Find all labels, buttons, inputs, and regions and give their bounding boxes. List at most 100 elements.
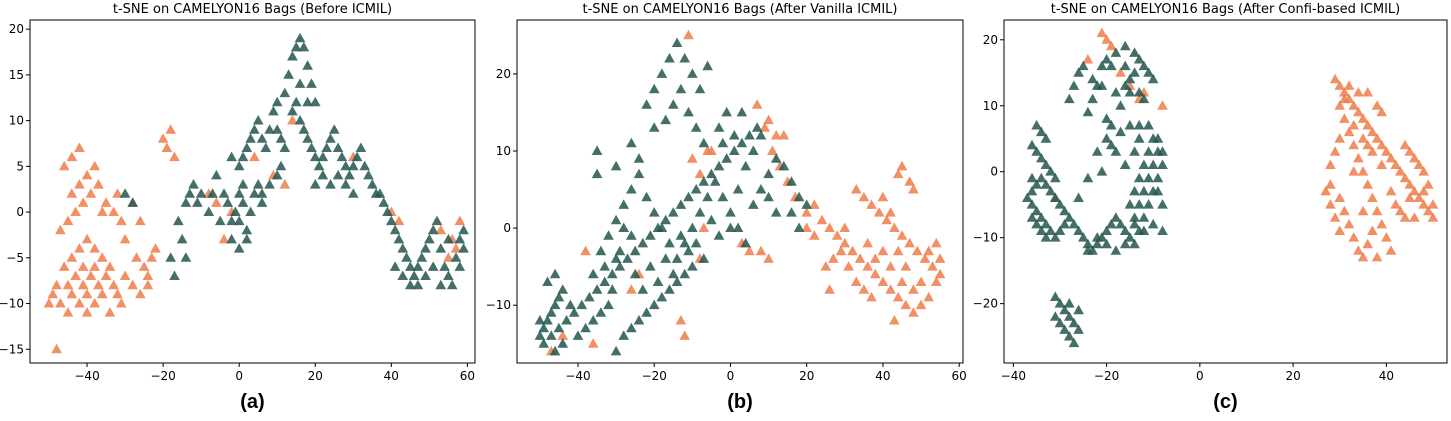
data-point (679, 237, 690, 248)
data-point (1362, 87, 1373, 97)
data-point (1087, 73, 1098, 84)
data-point (100, 270, 112, 280)
data-point (180, 252, 192, 262)
data-point (108, 206, 119, 216)
data-point (264, 124, 275, 134)
data-point (1119, 80, 1131, 90)
data-point (931, 237, 942, 248)
data-point (81, 169, 93, 180)
data-point (290, 41, 302, 52)
data-point (1404, 192, 1415, 202)
data-point (89, 261, 100, 271)
data-point (450, 252, 462, 262)
data-point (1399, 172, 1411, 183)
data-point (1115, 218, 1126, 229)
data-point (405, 261, 416, 271)
data-point (702, 60, 713, 71)
data-point (1105, 60, 1117, 71)
data-point (1152, 172, 1164, 183)
data-point (690, 184, 702, 194)
data-point (195, 188, 207, 198)
data-point (51, 343, 62, 354)
data-point (759, 122, 771, 132)
data-point (66, 151, 78, 162)
data-point (1129, 47, 1140, 57)
data-point (173, 215, 184, 226)
x-tick-label: −40 (565, 369, 590, 383)
data-point (306, 78, 317, 88)
data-point (309, 96, 321, 107)
data-point (1119, 159, 1131, 169)
data-point (1357, 133, 1369, 143)
data-point (283, 69, 294, 79)
data-point (1157, 146, 1168, 156)
data-point (641, 307, 652, 317)
data-point (1054, 298, 1066, 308)
data-point (1036, 212, 1047, 222)
data-point (348, 188, 359, 198)
data-point (1082, 238, 1094, 249)
data-point (648, 83, 660, 94)
data-point (706, 145, 717, 155)
data-point (1395, 166, 1406, 176)
data-point (420, 243, 431, 253)
data-point (443, 233, 454, 244)
data-point (1409, 212, 1420, 222)
data-point (1031, 146, 1042, 156)
data-point (892, 291, 904, 302)
data-point (1367, 192, 1378, 202)
series-2 (534, 37, 812, 356)
data-point (1073, 304, 1084, 315)
data-point (454, 233, 466, 244)
x-tick-label: 20 (799, 369, 814, 383)
data-point (131, 252, 142, 262)
data-point (755, 184, 767, 194)
data-point (866, 199, 877, 209)
data-point (934, 268, 946, 279)
data-point (1371, 133, 1383, 143)
data-point (816, 214, 828, 225)
x-tick-label: 20 (308, 369, 323, 383)
data-point (184, 188, 196, 198)
data-point (721, 106, 732, 117)
data-point (1423, 179, 1434, 189)
data-point (1385, 245, 1397, 255)
data-point (241, 233, 253, 244)
data-point (671, 253, 683, 263)
data-point (89, 160, 100, 171)
data-point (96, 206, 108, 216)
data-point (656, 222, 668, 232)
data-point (435, 279, 447, 290)
data-point (1068, 80, 1080, 90)
data-point (119, 270, 131, 280)
data-point (607, 268, 618, 279)
data-point (96, 288, 108, 299)
data-point (1101, 54, 1112, 64)
data-point (427, 224, 439, 235)
data-point (702, 191, 713, 202)
data-point (911, 245, 923, 256)
x-tick-label: 60 (952, 369, 967, 383)
data-point (458, 243, 469, 253)
panel-label: (c) (1213, 391, 1237, 413)
data-point (748, 145, 759, 155)
data-point (1367, 225, 1378, 235)
data-point (1078, 232, 1089, 242)
data-point (100, 197, 112, 207)
data-point (1105, 218, 1117, 229)
data-point (736, 137, 748, 148)
data-point (1413, 159, 1425, 169)
data-point (873, 207, 885, 217)
data-point (443, 252, 454, 262)
data-point (1073, 67, 1084, 77)
data-point (81, 307, 93, 317)
data-point (549, 268, 561, 279)
data-point (1399, 139, 1411, 150)
data-point (119, 188, 131, 198)
data-point (538, 322, 549, 333)
data-point (1133, 133, 1145, 143)
data-point (127, 197, 138, 207)
data-point (1129, 218, 1140, 229)
data-point (74, 243, 85, 253)
